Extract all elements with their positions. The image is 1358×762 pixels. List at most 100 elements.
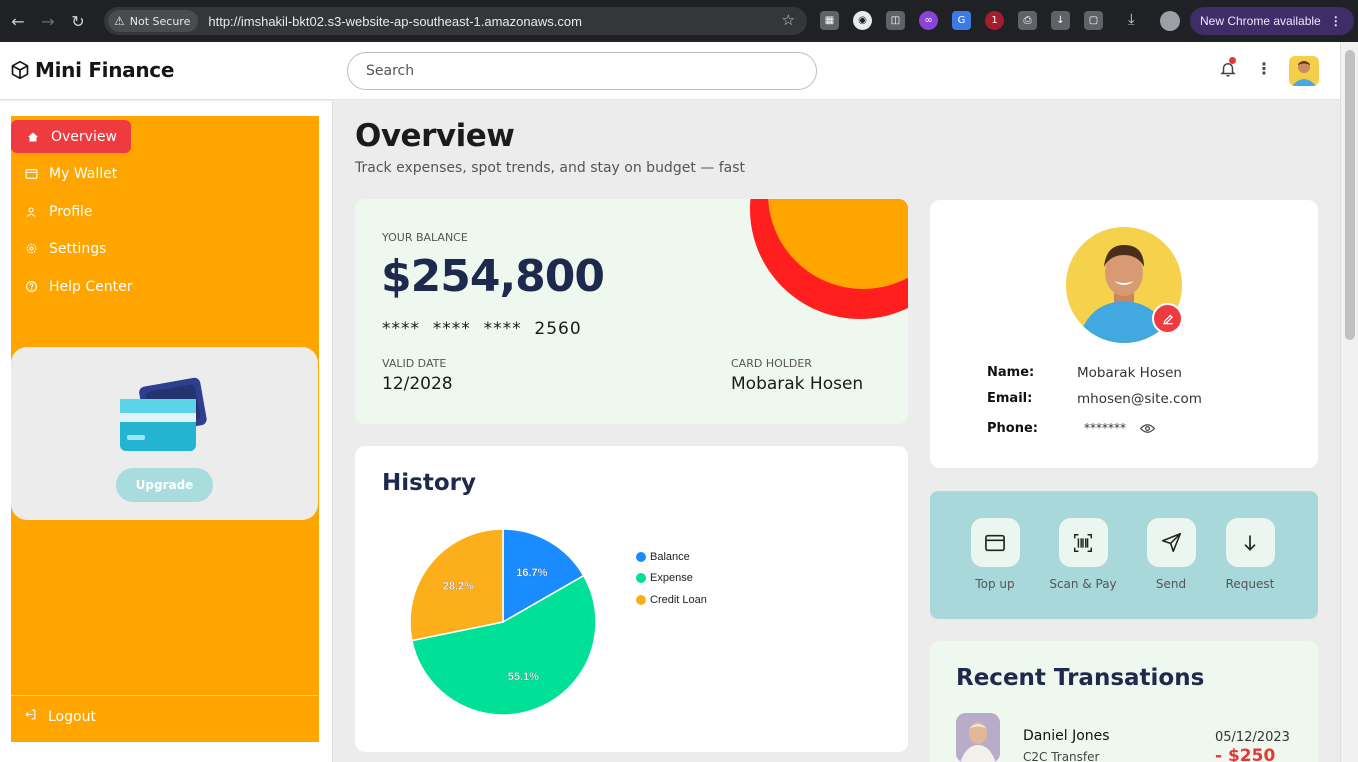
- pie-slice-credit-loan[interactable]: [409, 528, 504, 642]
- warning-icon: ⚠: [114, 14, 125, 28]
- name-label: Name:: [987, 365, 1035, 380]
- balance-card: YOUR BALANCE $254,800 **** **** **** 256…: [355, 199, 908, 424]
- security-indicator[interactable]: ⚠ Not Secure: [108, 10, 199, 32]
- send-button[interactable]: Send: [1131, 518, 1211, 591]
- extension-printer-icon[interactable]: ⎙: [1018, 11, 1037, 30]
- eye-icon[interactable]: [1140, 422, 1155, 435]
- name-value: Mobarak Hosen: [1077, 365, 1182, 381]
- legend-label: Balance: [650, 550, 690, 563]
- forward-icon[interactable]: →: [41, 11, 55, 31]
- update-chrome-label: New Chrome available: [1200, 14, 1321, 28]
- history-title: History: [382, 470, 476, 496]
- page-subtitle: Track expenses, spot trends, and stay on…: [355, 160, 746, 176]
- sidebar-divider: [11, 695, 318, 696]
- valid-date-label: VALID DATE: [382, 357, 447, 370]
- pie-label: 55.1%: [508, 671, 539, 683]
- scan-pay-button[interactable]: Scan & Pay: [1043, 518, 1123, 591]
- legend-item[interactable]: Expense: [636, 568, 707, 590]
- notification-dot: [1229, 57, 1236, 64]
- profile-card: Name: Mobarak Hosen Email: mhosen@site.c…: [930, 200, 1318, 468]
- app-header: Mini Finance ⋮: [0, 42, 1340, 100]
- pie-slice-expense[interactable]: [410, 574, 597, 716]
- extensions-puzzle-icon[interactable]: ▢: [1084, 11, 1103, 30]
- update-chrome-button[interactable]: New Chrome available ⋮: [1190, 7, 1354, 35]
- page-scrollbar[interactable]: [1340, 42, 1358, 762]
- sidebar-item-label: Overview: [51, 128, 117, 145]
- arrow-down-icon: [1244, 535, 1256, 551]
- bookmark-star-icon[interactable]: ☆: [781, 11, 795, 29]
- security-label: Not Secure: [129, 14, 191, 28]
- scrollbar-thumb[interactable]: [1345, 50, 1355, 340]
- upgrade-button[interactable]: Upgrade: [116, 468, 213, 502]
- edit-profile-button[interactable]: [1152, 303, 1183, 334]
- avatar-illustration: [1292, 61, 1316, 86]
- reload-icon[interactable]: ↻: [71, 11, 85, 31]
- sidebar-item-overview[interactable]: Overview: [11, 120, 131, 153]
- sidebar-item-help-center[interactable]: Help Center: [11, 270, 133, 303]
- card-holder-label: CARD HOLDER: [731, 357, 812, 370]
- legend-swatch: [636, 551, 646, 562]
- extension-circle-icon[interactable]: ◉: [853, 11, 872, 30]
- chrome-menu-icon[interactable]: ⋮: [1329, 14, 1342, 28]
- pie-label: 28.2%: [443, 581, 474, 593]
- chart-legend: Balance Expense Credit Loan: [636, 546, 707, 611]
- legend-swatch: [636, 573, 646, 584]
- address-bar[interactable]: ⚠ Not Secure http://imshakil-bkt02.s3-we…: [104, 7, 807, 35]
- transaction-amount: - $250: [1215, 746, 1276, 762]
- recent-transactions-card: Recent Transations Daniel Jones C2C Tran…: [930, 641, 1318, 762]
- sidebar-item-label: Help Center: [49, 278, 133, 295]
- action-tile[interactable]: [1225, 518, 1275, 567]
- browser-toolbar: ← → ↻ ⚠ Not Secure http://imshakil-bkt02…: [0, 0, 1358, 42]
- pie-label: 16.7%: [516, 567, 547, 579]
- extension-copy-icon[interactable]: ◫: [886, 11, 905, 30]
- legend-item[interactable]: Credit Loan: [636, 589, 707, 611]
- downloads-icon[interactable]: ⤓: [1128, 10, 1135, 28]
- extension-purple-icon[interactable]: ∞: [919, 11, 938, 30]
- back-icon[interactable]: ←: [11, 11, 25, 31]
- brand-name: Mini Finance: [35, 58, 175, 82]
- action-tile[interactable]: [1146, 518, 1196, 567]
- legend-label: Expense: [650, 572, 693, 585]
- extension-translate-icon[interactable]: G: [952, 11, 971, 30]
- sidebar-item-profile[interactable]: Profile: [11, 195, 93, 228]
- brand-logo[interactable]: Mini Finance: [10, 58, 174, 82]
- action-tile[interactable]: [1058, 518, 1108, 567]
- legend-label: Credit Loan: [650, 593, 707, 606]
- upgrade-card: Upgrade: [11, 347, 318, 520]
- action-label: Scan & Pay: [1049, 577, 1117, 591]
- extension-tab-icon[interactable]: ▦: [820, 11, 839, 30]
- sidebar-item-settings[interactable]: Settings: [11, 232, 106, 265]
- help-icon: [24, 280, 38, 294]
- search-input[interactable]: [347, 52, 817, 90]
- action-label: Request: [1225, 577, 1275, 591]
- balance-label: YOUR BALANCE: [382, 231, 468, 244]
- edit-icon: [1162, 314, 1173, 324]
- extension-download-icon[interactable]: ↓: [1051, 11, 1070, 30]
- logout-icon: [24, 708, 37, 725]
- cube-icon: [11, 60, 29, 80]
- gear-icon: [24, 242, 38, 256]
- sidebar-item-label: Profile: [49, 203, 93, 220]
- url-text[interactable]: http://imshakil-bkt02.s3-website-ap-sout…: [208, 13, 582, 29]
- sidebar: Overview My Wallet Profile Settings Help…: [11, 116, 319, 742]
- extension-badge-icon[interactable]: 1: [985, 11, 1004, 30]
- sidebar-item-my-wallet[interactable]: My Wallet: [11, 157, 117, 190]
- more-options-icon[interactable]: ⋮: [1256, 59, 1272, 78]
- history-pie-chart: 16.7% 55.1% 28.2%: [409, 528, 597, 716]
- user-avatar[interactable]: [1289, 56, 1319, 86]
- action-label: Top up: [975, 577, 1015, 591]
- legend-item[interactable]: Balance: [636, 546, 707, 568]
- bell-icon[interactable]: [1219, 60, 1237, 78]
- legend-swatch: [636, 594, 646, 605]
- logout-button[interactable]: Logout: [24, 708, 96, 725]
- request-button[interactable]: Request: [1210, 518, 1290, 591]
- sidebar-item-label: Settings: [49, 240, 107, 257]
- logout-label: Logout: [48, 708, 96, 725]
- browser-profile-avatar[interactable]: [1160, 11, 1180, 31]
- top-up-button[interactable]: Top up: [955, 518, 1035, 591]
- pie-slice-balance[interactable]: [502, 528, 585, 624]
- home-icon: [26, 130, 40, 144]
- transaction-type: C2C Transfer: [1023, 750, 1100, 762]
- action-tile[interactable]: [970, 518, 1020, 567]
- wallet-icon: [24, 167, 38, 181]
